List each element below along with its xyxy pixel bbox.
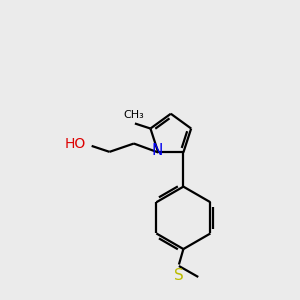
Text: S: S (174, 268, 184, 283)
Text: CH₃: CH₃ (123, 110, 144, 120)
Text: N: N (151, 143, 162, 158)
Text: HO: HO (65, 137, 86, 152)
